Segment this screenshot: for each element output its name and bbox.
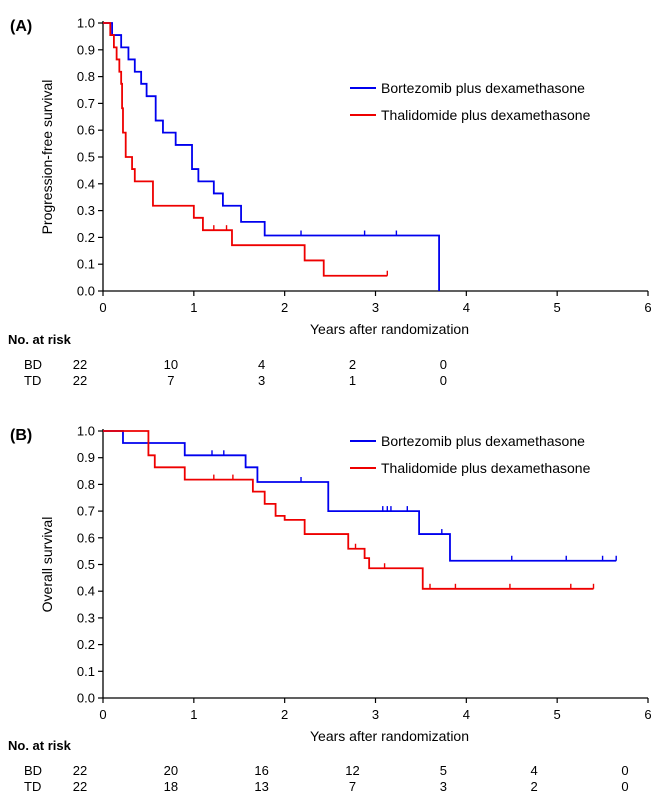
panel-b-y-tick-label: 0.4 [77, 584, 95, 599]
panel-a-y-axis-title: Progression-free survival [39, 80, 55, 235]
panel-b-x-tick-label: 3 [372, 707, 379, 722]
panel-a-y-tick-label: 0.2 [77, 230, 95, 245]
panel-b-at-risk-title: No. at risk [8, 738, 72, 753]
panel-a-at-risk-value: 0 [440, 357, 447, 372]
panel-a-y-tick-label: 0.1 [77, 257, 95, 272]
panel-b-series-td-curve [103, 430, 594, 590]
panel-b-legend-label-bd: Bortezomib plus dexamethasone [381, 433, 585, 449]
panel-a-x-tick-label: 2 [281, 300, 288, 315]
panel-b-at-risk-value: 4 [531, 763, 538, 778]
panel-b-y-tick-label: 0.8 [77, 477, 95, 492]
panel-a-y-tick-label: 0.7 [77, 96, 95, 111]
panel-b-y-tick-label: 0.6 [77, 530, 95, 545]
panel-a-at-risk-row-label: TD [24, 373, 41, 388]
panel-a-at-risk-value: 10 [164, 357, 178, 372]
panel-a-at-risk-value: 22 [73, 373, 87, 388]
panel-a-x-axis-title: Years after randomization [310, 321, 469, 337]
panel-a-series-td-curve [103, 22, 388, 277]
panel-a-at-risk-value: 22 [73, 357, 87, 372]
panel-a-y-tick-label: 0.9 [77, 42, 95, 57]
panel-b-at-risk-value: 5 [440, 763, 447, 778]
panel-b-x-tick-label: 1 [190, 707, 197, 722]
panel-b-y-tick-label: 0.1 [77, 664, 95, 679]
panel-a-y-tick-label: 0.0 [77, 284, 95, 299]
panel-b-y-axis-title: Overall survival [39, 517, 55, 613]
panel-a-label: (A) [10, 18, 32, 35]
panel-b-label: (B) [10, 427, 32, 444]
panel-a-at-risk-value: 3 [258, 373, 265, 388]
panel-a-series-bd-curve [103, 22, 440, 291]
panel-b-y-tick-label: 1.0 [77, 424, 95, 439]
panel-b-at-risk-value: 3 [440, 779, 447, 794]
panel-a-at-risk-value: 0 [440, 373, 447, 388]
panel-a-y-tick-label: 0.3 [77, 203, 95, 218]
panel-b-y-tick-label: 0.3 [77, 610, 95, 625]
panel-a-x-tick-label: 0 [99, 300, 106, 315]
panel-a-at-risk-value: 7 [167, 373, 174, 388]
panel-a-at-risk-value: 2 [349, 357, 356, 372]
panel-a-y-tick-label: 0.4 [77, 176, 95, 191]
panel-b-legend-label-td: Thalidomide plus dexamethasone [381, 460, 591, 476]
panel-b-y-tick-label: 0.0 [77, 691, 95, 706]
panel-a-at-risk-value: 4 [258, 357, 265, 372]
panel-b-x-tick-label: 6 [644, 707, 651, 722]
panel-a-y-tick-label: 0.5 [77, 150, 95, 165]
panel-b-y-tick-label: 0.2 [77, 637, 95, 652]
panel-b-at-risk-value: 13 [254, 779, 268, 794]
panel-b-at-risk-value: 0 [621, 763, 628, 778]
panel-a-x-tick-label: 1 [190, 300, 197, 315]
panel-a-y-tick-label: 0.6 [77, 123, 95, 138]
panel-b-x-tick-label: 4 [463, 707, 470, 722]
panel-a-legend-label-bd: Bortezomib plus dexamethasone [381, 80, 585, 96]
panel-b-at-risk-value: 22 [73, 763, 87, 778]
panel-b-at-risk-value: 16 [254, 763, 268, 778]
panel-b-x-tick-label: 0 [99, 707, 106, 722]
panel-b-x-tick-label: 2 [281, 707, 288, 722]
panel-a-x-tick-label: 3 [372, 300, 379, 315]
panel-b-at-risk-value: 0 [621, 779, 628, 794]
panel-b-at-risk-value: 2 [531, 779, 538, 794]
panel-b-at-risk-row-label: BD [24, 763, 42, 778]
panel-b-y-tick-label: 0.9 [77, 450, 95, 465]
panel-b-at-risk-row-label: TD [24, 779, 41, 794]
panel-b-at-risk-value: 18 [164, 779, 178, 794]
panel-a-x-tick-label: 4 [463, 300, 470, 315]
panel-a-at-risk-row-label: BD [24, 357, 42, 372]
panel-a-x-tick-label: 6 [644, 300, 651, 315]
panel-b-at-risk-value: 22 [73, 779, 87, 794]
panel-b-at-risk-value: 20 [164, 763, 178, 778]
panel-b-at-risk-value: 12 [345, 763, 359, 778]
panel-b-x-tick-label: 5 [554, 707, 561, 722]
panel-b-at-risk-value: 7 [349, 779, 356, 794]
panel-b-y-tick-label: 0.5 [77, 557, 95, 572]
panel-a-x-tick-label: 5 [554, 300, 561, 315]
panel-a-at-risk-title: No. at risk [8, 332, 72, 347]
panel-b-x-axis-title: Years after randomization [310, 728, 469, 744]
panel-a-y-tick-label: 1.0 [77, 16, 95, 31]
panel-b-y-tick-label: 0.7 [77, 504, 95, 519]
panel-a-y-tick-label: 0.8 [77, 69, 95, 84]
panel-a-legend-label-td: Thalidomide plus dexamethasone [381, 107, 591, 123]
panel-a-at-risk-value: 1 [349, 373, 356, 388]
panel-b-series-bd-curve [103, 430, 617, 562]
